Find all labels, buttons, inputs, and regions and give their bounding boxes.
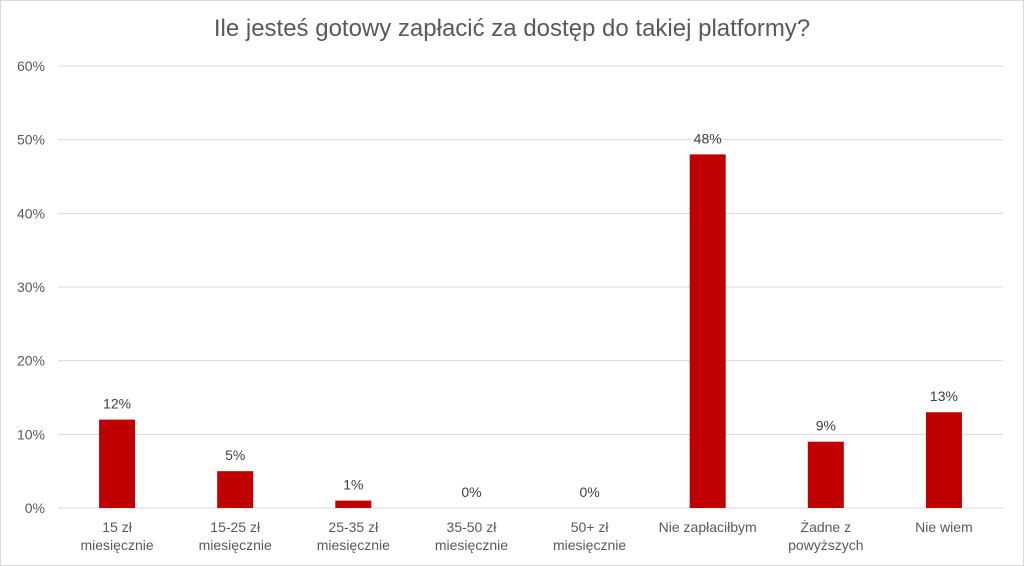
bars [99,154,962,508]
data-label: 13% [930,388,958,404]
data-label: 1% [343,477,363,493]
bar [807,441,844,508]
data-label: 12% [103,396,131,412]
chart-title: Ile jesteś gotowy zapłacić za dostęp do … [213,15,811,42]
data-label: 0% [461,484,481,500]
x-tick-label: 50+ zł miesięcznie [553,519,626,553]
data-label: 9% [816,418,836,434]
y-tick-label: 10% [17,426,45,442]
x-tick-label: 15 zł miesięcznie [80,519,153,553]
data-label: 5% [225,447,245,463]
x-tick-label: Nie wiem [915,519,973,535]
bar [99,419,136,508]
bar [335,500,372,508]
bar [217,471,254,508]
y-tick-label: 50% [17,132,45,148]
y-tick-label: 40% [17,205,45,221]
bar [689,154,726,508]
x-tick-label: 25-35 zł miesięcznie [317,519,390,553]
data-label: 48% [694,130,722,146]
y-axis-ticks: 0% 10% 20% 30% 40% 50% 60% [17,58,45,516]
y-tick-label: 60% [17,58,45,74]
y-tick-label: 20% [17,353,45,369]
x-tick-label: 15-25 zł miesięcznie [199,519,272,553]
x-tick-label: Żadne z powyższych [788,518,863,553]
bar [925,412,962,508]
data-labels: 12% 5% 1% 0% 0% 48% 9% 13% [103,130,958,500]
x-tick-label: Nie zapłaciłbym [659,519,757,535]
gridlines [58,65,1003,509]
x-tick-label: 35-50 zł miesięcznie [435,519,508,553]
y-tick-label: 0% [25,500,45,516]
x-axis-ticks: 15 zł miesięcznie 15-25 zł miesięcznie 25-35… [80,518,972,553]
data-label: 0% [579,484,599,500]
y-tick-label: 30% [17,279,45,295]
